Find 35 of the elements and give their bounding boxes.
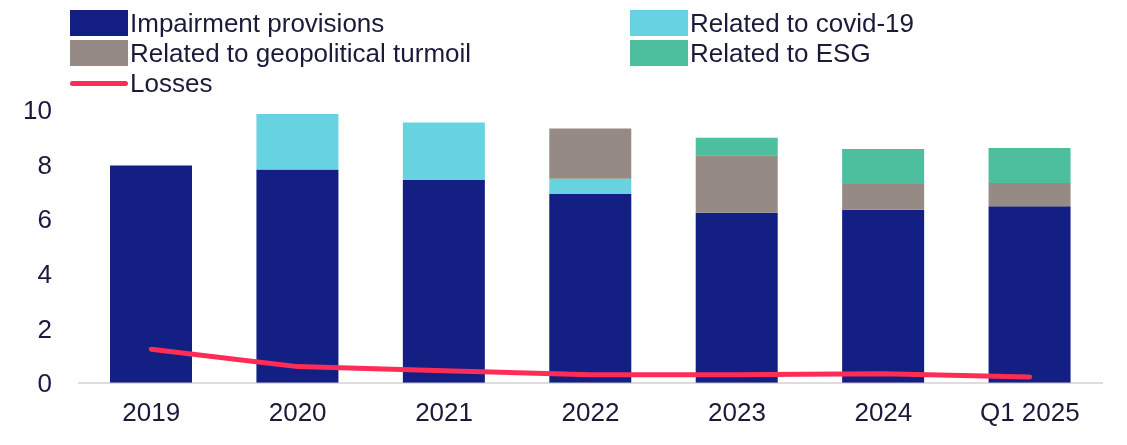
bar: [549, 128, 632, 179]
bar: [402, 122, 485, 180]
x-tick-label: 2019: [122, 397, 181, 428]
bar: [842, 183, 925, 210]
x-tick-label: 2022: [561, 397, 620, 428]
bar: [988, 182, 1071, 207]
y-tick-label: 2: [37, 313, 52, 344]
bar: [695, 155, 778, 213]
bar: [549, 194, 632, 383]
legend-label: Related to geopolitical turmoil: [130, 38, 472, 68]
bar: [402, 179, 485, 383]
y-tick-label: 10: [23, 95, 52, 126]
x-tick-label: 2024: [854, 397, 913, 428]
bar: [842, 149, 925, 184]
x-tick-label: Q1 2025: [979, 397, 1080, 428]
legend-label: Related to ESG: [690, 38, 871, 68]
legend-label: Related to covid-19: [690, 8, 915, 38]
y-tick-label: 8: [37, 149, 52, 180]
y-tick-label: 4: [37, 259, 52, 290]
y-tick-label: 6: [37, 204, 52, 235]
bar: [695, 212, 778, 383]
bar: [842, 209, 925, 383]
bar: [256, 169, 339, 383]
bar: [695, 137, 778, 156]
x-tick-label: 2021: [415, 397, 473, 428]
legend-label: Impairment provisions: [130, 8, 385, 38]
bar: [988, 147, 1071, 183]
legend-label: Losses: [130, 68, 213, 98]
bar: [256, 114, 339, 170]
bar: [549, 178, 632, 195]
x-tick-label: 2023: [708, 397, 766, 428]
bar: [988, 206, 1071, 383]
x-tick-label: 2020: [268, 397, 327, 428]
bar: [110, 165, 192, 383]
y-tick-label: 0: [37, 368, 52, 399]
